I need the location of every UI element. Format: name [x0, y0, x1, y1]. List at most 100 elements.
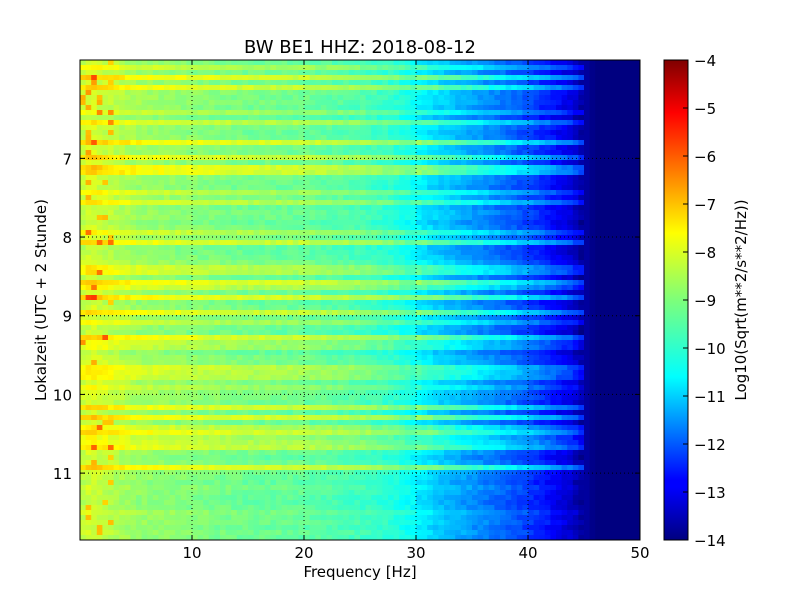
heatmap-cell: [186, 80, 193, 86]
heatmap-cell: [326, 240, 333, 246]
heatmap-cell: [477, 200, 484, 206]
heatmap-cell: [197, 180, 204, 186]
heatmap-cell: [494, 280, 501, 286]
heatmap-cell: [304, 285, 311, 291]
heatmap-cell: [539, 150, 546, 156]
heatmap-cell: [572, 235, 579, 241]
heatmap-cell: [600, 215, 607, 221]
heatmap-cell: [130, 150, 137, 156]
heatmap-cell: [231, 60, 238, 66]
heatmap-cell: [505, 95, 512, 101]
heatmap-cell: [175, 305, 182, 311]
heatmap-cell: [124, 165, 131, 171]
heatmap-cell: [315, 305, 322, 311]
heatmap-cell: [80, 120, 87, 126]
heatmap-cell: [528, 255, 535, 261]
heatmap-cell: [203, 135, 210, 141]
heatmap-cell: [259, 75, 266, 81]
heatmap-cell: [225, 155, 232, 161]
heatmap-cell: [225, 275, 232, 281]
heatmap-cell: [186, 65, 193, 71]
heatmap-cell: [320, 180, 327, 186]
heatmap-cell: [466, 280, 473, 286]
heatmap-cell: [225, 240, 232, 246]
heatmap-cell: [147, 125, 154, 131]
heatmap-cell: [556, 250, 563, 256]
heatmap-cell: [516, 290, 523, 296]
heatmap-cell: [623, 60, 630, 66]
heatmap-cell: [466, 205, 473, 211]
heatmap-cell: [584, 285, 591, 291]
heatmap-cell: [399, 200, 406, 206]
heatmap-cell: [85, 240, 92, 246]
heatmap-cell: [516, 245, 523, 251]
heatmap-cell: [304, 170, 311, 176]
heatmap-cell: [494, 165, 501, 171]
heatmap-cell: [455, 305, 462, 311]
heatmap-cell: [578, 245, 585, 251]
heatmap-cell: [102, 80, 109, 86]
heatmap-cell: [404, 140, 411, 146]
heatmap-cell: [376, 290, 383, 296]
heatmap-cell: [248, 185, 255, 191]
heatmap-cell: [600, 305, 607, 311]
heatmap-cell: [505, 145, 512, 151]
heatmap-cell: [186, 285, 193, 291]
heatmap-cell: [304, 290, 311, 296]
heatmap-cell: [119, 60, 126, 66]
heatmap-cell: [298, 290, 305, 296]
heatmap-cell: [264, 160, 271, 166]
heatmap-cell: [455, 155, 462, 161]
heatmap-cell: [292, 125, 299, 131]
heatmap-cell: [292, 275, 299, 281]
heatmap-cell: [449, 100, 456, 106]
heatmap-cell: [197, 70, 204, 76]
heatmap-cell: [281, 175, 288, 181]
heatmap-cell: [516, 235, 523, 241]
heatmap-cell: [169, 100, 176, 106]
heatmap-cell: [164, 180, 171, 186]
heatmap-cell: [382, 200, 389, 206]
heatmap-cell: [455, 110, 462, 116]
heatmap-cell: [208, 125, 215, 131]
heatmap-cell: [337, 255, 344, 261]
heatmap-cell: [623, 180, 630, 186]
heatmap-cell: [164, 140, 171, 146]
heatmap-cell: [281, 60, 288, 66]
heatmap-cell: [225, 140, 232, 146]
heatmap-cell: [332, 160, 339, 166]
heatmap-cell: [113, 255, 120, 261]
heatmap-cell: [494, 185, 501, 191]
heatmap-cell: [225, 200, 232, 206]
heatmap-cell: [399, 305, 406, 311]
heatmap-cell: [528, 215, 535, 221]
heatmap-cell: [169, 200, 176, 206]
heatmap-cell: [505, 75, 512, 81]
heatmap-cell: [623, 85, 630, 91]
heatmap-cell: [416, 265, 423, 271]
heatmap-cell: [91, 120, 98, 126]
heatmap-cell: [169, 125, 176, 131]
heatmap-cell: [455, 230, 462, 236]
heatmap-cell: [567, 195, 574, 201]
heatmap-cell: [130, 195, 137, 201]
heatmap-cell: [80, 130, 87, 136]
heatmap-cell: [516, 210, 523, 216]
heatmap-cell: [164, 185, 171, 191]
heatmap-cell: [477, 75, 484, 81]
heatmap-cell: [584, 175, 591, 181]
heatmap-cell: [410, 210, 417, 216]
heatmap-cell: [102, 130, 109, 136]
heatmap-cell: [343, 205, 350, 211]
heatmap-cell: [136, 235, 143, 241]
heatmap-cell: [96, 60, 103, 66]
heatmap-cell: [556, 70, 563, 76]
heatmap-cell: [276, 240, 283, 246]
heatmap-cell: [371, 175, 378, 181]
heatmap-cell: [354, 265, 361, 271]
heatmap-cell: [427, 255, 434, 261]
heatmap-cell: [511, 230, 518, 236]
heatmap-cell: [488, 165, 495, 171]
heatmap-cell: [438, 185, 445, 191]
heatmap-cell: [298, 295, 305, 301]
